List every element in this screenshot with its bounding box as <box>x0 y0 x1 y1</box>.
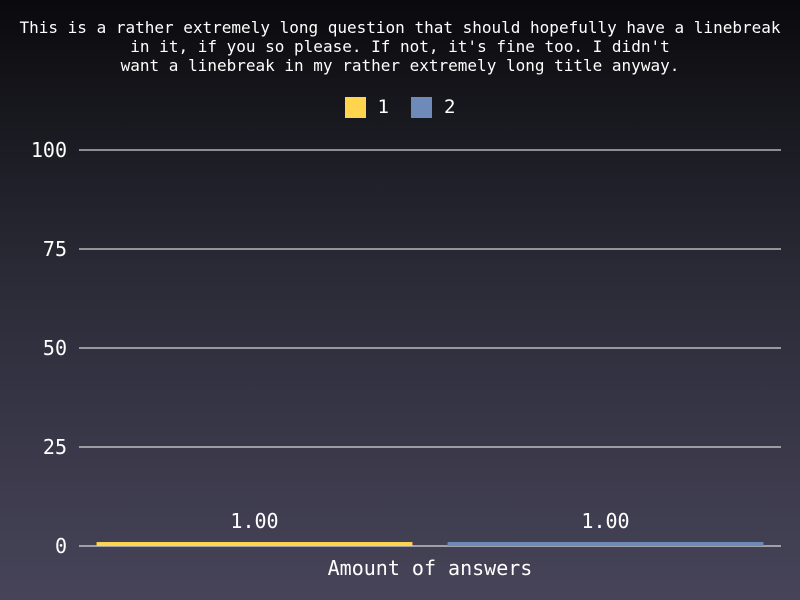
data-labels: 1.00 1.00 <box>230 509 629 533</box>
bar-1[interactable] <box>96 542 413 546</box>
y-tick-label-100: 100 <box>31 138 67 162</box>
legend-swatch-2 <box>411 96 432 118</box>
bars <box>96 542 764 546</box>
x-axis-title: Amount of answers <box>328 556 533 580</box>
y-axis-ticks: 0 25 50 75 100 <box>31 138 67 558</box>
data-label-2: 1.00 <box>581 509 629 533</box>
legend-label-1: 1 <box>377 96 389 118</box>
grid-lines <box>79 149 781 547</box>
y-tick-label-0: 0 <box>55 534 67 558</box>
y-tick-label-75: 75 <box>43 237 67 261</box>
legend-swatch-1 <box>344 96 366 118</box>
bar-2[interactable] <box>447 542 764 546</box>
y-tick-label-50: 50 <box>43 336 67 360</box>
y-tick-label-25: 25 <box>43 435 67 459</box>
legend-item-2[interactable]: 2 <box>411 95 455 119</box>
legend-label-2: 2 <box>444 96 456 118</box>
chart-title: This is a rather extremely long question… <box>19 18 781 75</box>
data-label-1: 1.00 <box>230 509 278 533</box>
legend-item-1[interactable]: 1 <box>344 95 389 119</box>
chart-legend: 1 2 <box>0 95 800 119</box>
